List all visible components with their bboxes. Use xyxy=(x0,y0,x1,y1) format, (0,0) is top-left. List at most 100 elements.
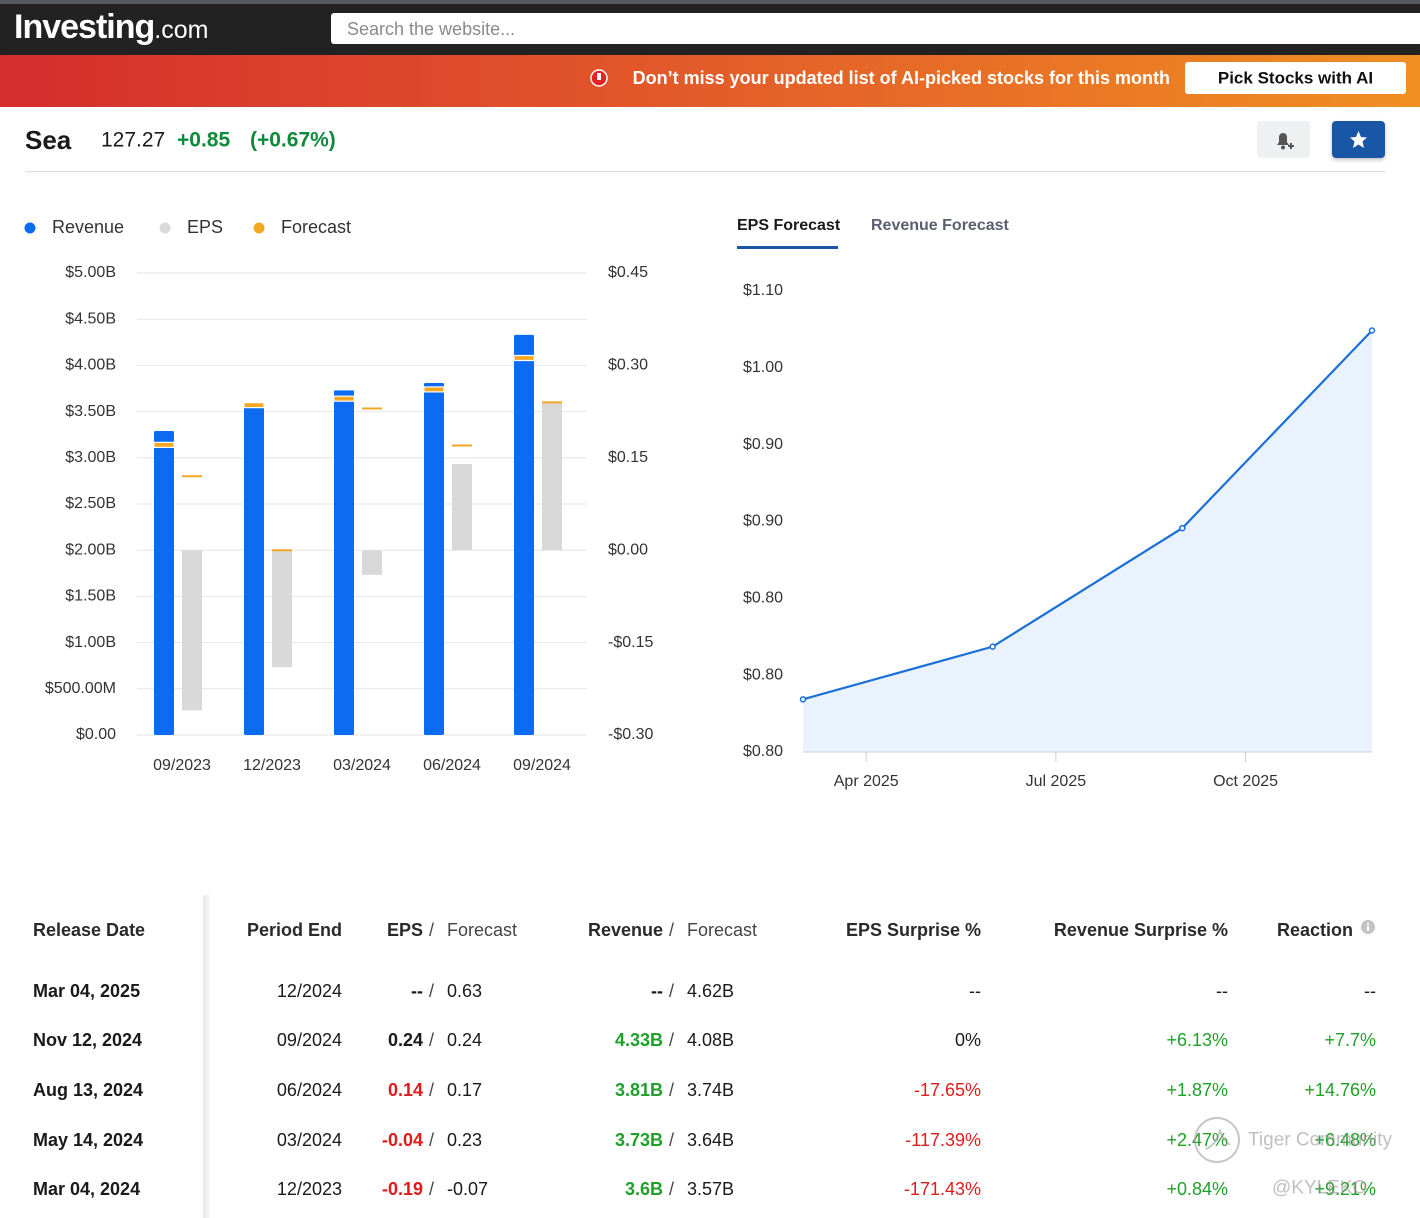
y-tick-label: $1.00 xyxy=(743,359,783,376)
table-cell: +6.13% xyxy=(1166,1030,1228,1050)
eps-bar xyxy=(362,550,382,575)
x-tick-label: 03/2024 xyxy=(333,757,391,774)
table-cell: -171.43% xyxy=(903,1179,981,1199)
revenue-forecast-marker xyxy=(243,402,265,409)
table-cell: -- xyxy=(411,981,423,1001)
table-cell: -0.04 xyxy=(381,1130,423,1150)
charts: $0.00 $500.00M $1.00B $1.50B $2.00B $2.50B $3.… xyxy=(24,217,1376,790)
y-tick-label: $5.00B xyxy=(65,264,116,281)
divider xyxy=(25,171,1385,172)
release-date: Nov 12, 2024 xyxy=(33,1030,143,1050)
x-tick-label: Jul 2025 xyxy=(1026,773,1087,790)
release-date: Mar 04, 2024 xyxy=(33,1179,141,1199)
watermark-brand: Tiger Community xyxy=(1248,1129,1392,1151)
table-cell: 0.24 xyxy=(387,1030,423,1050)
forecast-line xyxy=(802,329,1373,701)
column-header: Release Date xyxy=(33,920,146,940)
legend-marker xyxy=(253,222,265,234)
y-tick-label: $0.90 xyxy=(743,436,783,453)
column-header: Forecast xyxy=(447,920,518,940)
cell-separator: / xyxy=(669,1030,675,1050)
cell-separator: / xyxy=(429,1179,435,1199)
table-cell: -117.39% xyxy=(905,1130,981,1150)
revenue-bar xyxy=(514,334,534,735)
table-cell: +6.48% xyxy=(1314,1130,1376,1150)
table-cell: 12/2024 xyxy=(276,981,342,1001)
y2-tick-label: $0.15 xyxy=(608,449,648,466)
forecast-point xyxy=(1368,327,1376,334)
logo-word: Investing xyxy=(14,8,155,46)
y-tick-label: $0.80 xyxy=(743,743,783,760)
table-cell: 0.23 xyxy=(447,1130,483,1150)
release-date: Aug 13, 2024 xyxy=(33,1080,144,1100)
info-icon[interactable] xyxy=(1360,919,1376,935)
y-tick-label: $0.00 xyxy=(76,726,116,743)
watchlist-button[interactable] xyxy=(1332,121,1385,158)
legend-label: Forecast xyxy=(281,217,351,237)
revenue-forecast-marker xyxy=(153,441,175,448)
alert-button[interactable] xyxy=(1257,121,1310,158)
x-tick-label: 12/2023 xyxy=(243,757,301,774)
cell-separator: / xyxy=(669,1179,675,1199)
table-cell: -- xyxy=(969,981,981,1001)
chart-tab[interactable]: Revenue Forecast xyxy=(871,217,1010,234)
star-icon xyxy=(1350,131,1367,148)
logo[interactable]: Investing.com xyxy=(14,10,208,44)
column-header: Revenue xyxy=(587,920,663,940)
revenue-forecast-marker xyxy=(423,386,445,393)
column-header: Reaction xyxy=(1276,920,1353,940)
revenue-bar xyxy=(334,390,354,735)
table-cell: 3.73B xyxy=(614,1130,663,1150)
y-tick-label: $0.80 xyxy=(743,590,783,607)
release-date: Mar 04, 2025 xyxy=(33,981,141,1001)
x-tick-label: 09/2024 xyxy=(513,757,571,774)
y-tick-label: $0.80 xyxy=(743,666,783,683)
table-cell: 3.74B xyxy=(687,1080,735,1100)
revenue-bar xyxy=(424,382,444,735)
price-change-percent: (+0.67%) xyxy=(250,128,336,152)
table-cell: +7.7% xyxy=(1324,1030,1376,1050)
table-cell: +1.87% xyxy=(1166,1080,1228,1100)
table-cell: 4.33B xyxy=(614,1030,663,1050)
table-cell: 06/2024 xyxy=(276,1080,342,1100)
table-cell: 0.14 xyxy=(387,1080,423,1100)
y-tick-label: $3.00B xyxy=(65,449,116,466)
y-tick-label: $2.50B xyxy=(65,495,116,512)
table-cell: -- xyxy=(651,981,663,1001)
table-cell: 4.62B xyxy=(687,981,735,1001)
release-date: May 14, 2024 xyxy=(33,1130,144,1150)
cell-separator: / xyxy=(669,981,675,1001)
table-cell: 3.6B xyxy=(624,1179,663,1199)
search-box[interactable] xyxy=(331,13,1420,44)
x-tick-label: Apr 2025 xyxy=(834,773,899,790)
y-tick-label: $0.90 xyxy=(743,513,783,530)
column-header: Forecast xyxy=(687,920,758,940)
cell-separator: / xyxy=(429,1130,435,1150)
x-tick-label: 06/2024 xyxy=(423,757,481,774)
header-separator: / xyxy=(429,920,435,940)
table-cell: -0.19 xyxy=(381,1179,423,1199)
column-header: EPS xyxy=(386,920,423,940)
table-cell: 3.81B xyxy=(614,1080,663,1100)
y-tick-label: $2.00B xyxy=(65,541,116,558)
promo-banner xyxy=(0,55,1420,107)
chart-tab[interactable]: EPS Forecast xyxy=(737,217,841,234)
header-separator: / xyxy=(669,920,675,940)
eps-bar xyxy=(452,463,472,551)
table-cell: 0% xyxy=(954,1030,981,1050)
siren-icon xyxy=(590,69,608,87)
y2-tick-label: -$0.15 xyxy=(608,634,653,651)
revenue-forecast-marker xyxy=(513,354,535,362)
legend-marker xyxy=(159,222,171,234)
revenue-forecast-marker xyxy=(333,395,355,402)
y-tick-label: $500.00M xyxy=(45,680,116,697)
area-fill xyxy=(803,330,1372,752)
table-cell: 12/2023 xyxy=(276,1179,342,1199)
cell-separator: / xyxy=(669,1130,675,1150)
watermark-handle: @KYLEKO xyxy=(1272,1177,1368,1199)
y-tick-label: $4.00B xyxy=(65,357,116,374)
legend-label: EPS xyxy=(187,217,223,237)
table-cell: +14.76% xyxy=(1304,1080,1376,1100)
pick-stocks-button[interactable] xyxy=(1185,62,1406,94)
